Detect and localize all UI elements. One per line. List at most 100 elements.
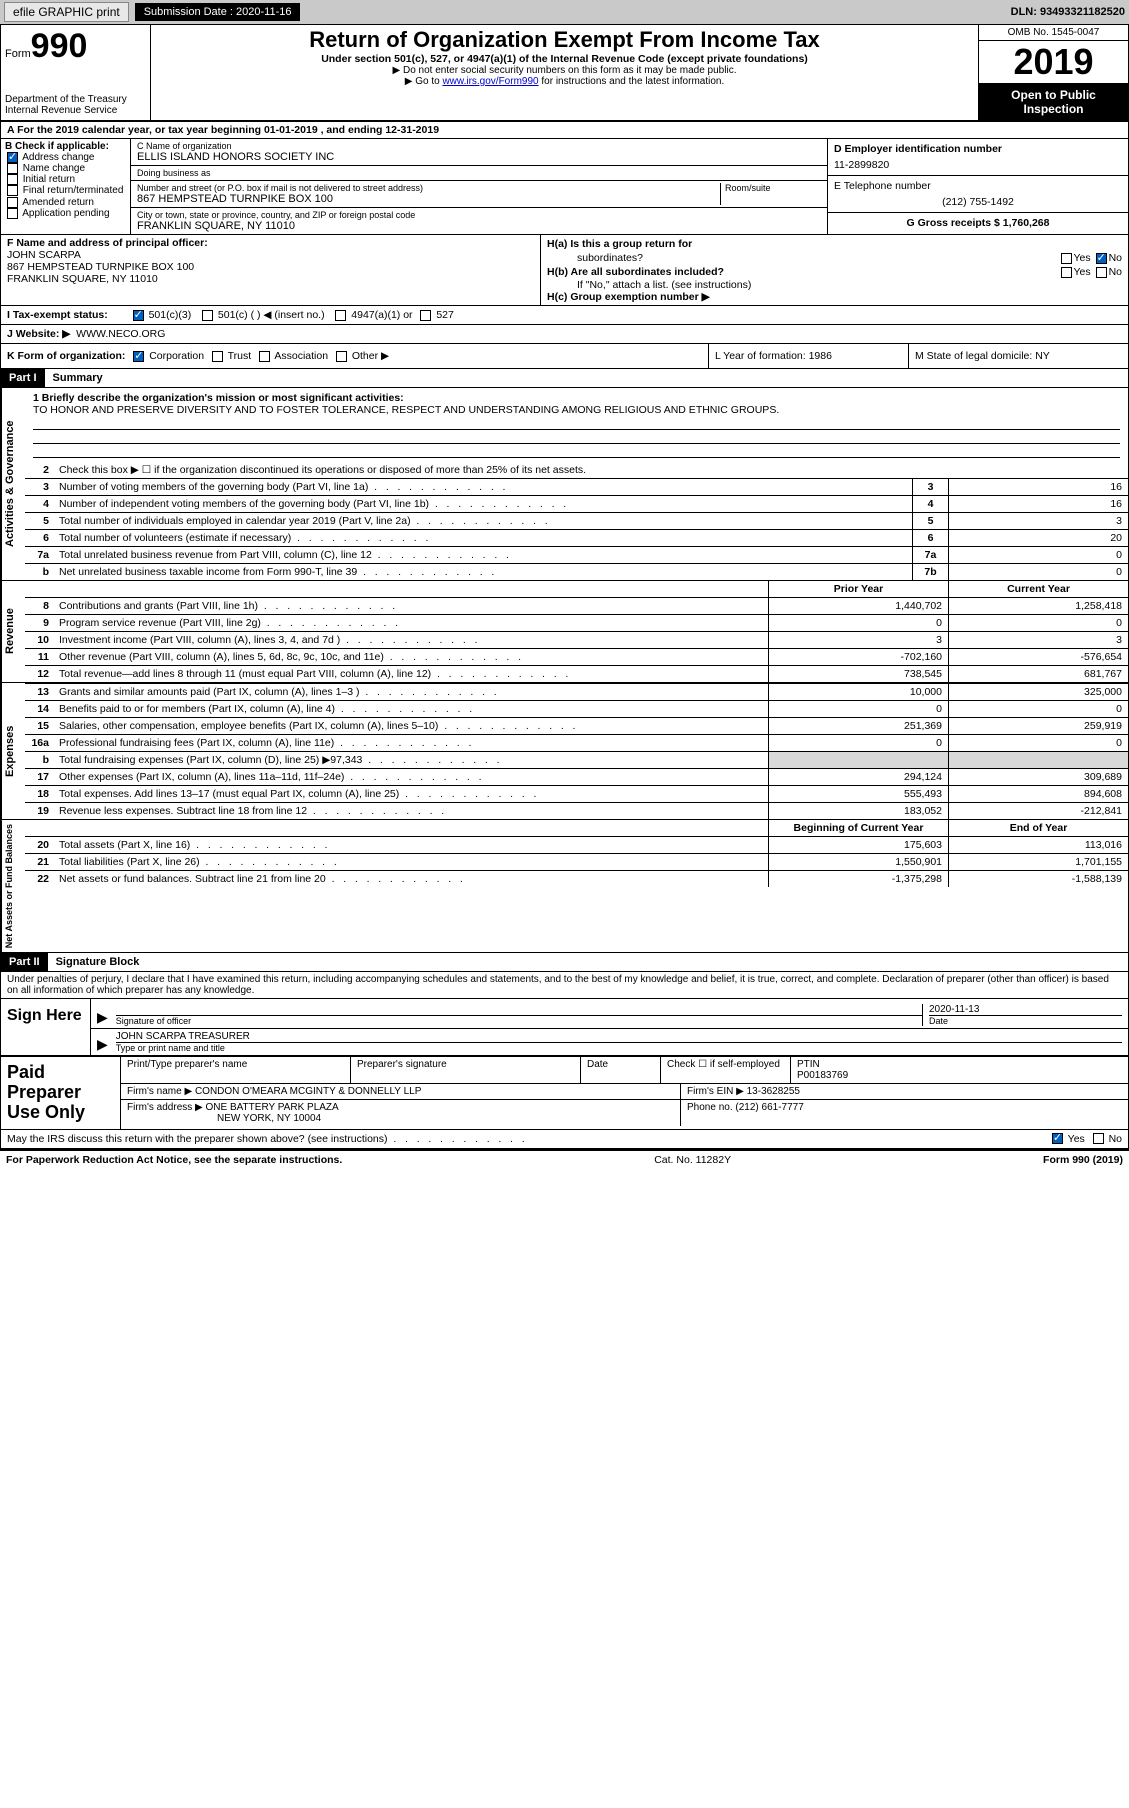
phone: (212) 755-1492 (834, 196, 1122, 208)
arrow-icon: ▶ (97, 1036, 108, 1053)
dba-hdr: Doing business as (137, 168, 821, 178)
boy-hdr: Beginning of Current Year (768, 820, 948, 836)
q2: Check this box ▶ ☐ if the organization d… (55, 462, 1128, 478)
row-i: I Tax-exempt status: 501(c)(3) 501(c) ( … (1, 306, 1128, 325)
firm-addr-lbl: Firm's address ▶ (127, 1102, 203, 1113)
form-subtitle: Under section 501(c), 527, or 4947(a)(1)… (157, 53, 972, 65)
table-row: 17Other expenses (Part IX, column (A), l… (25, 768, 1128, 785)
i-4947[interactable] (335, 310, 346, 321)
ha-no[interactable] (1096, 253, 1107, 264)
k-corp[interactable] (133, 351, 144, 362)
k-label: K Form of organization: (7, 350, 125, 362)
table-row: 4Number of independent voting members of… (25, 495, 1128, 512)
topbar: efile GRAPHIC print Submission Date : 20… (0, 0, 1129, 24)
colb-checkbox[interactable] (7, 197, 18, 208)
prior-year-hdr: Prior Year (768, 581, 948, 597)
submission-date: Submission Date : 2020-11-16 (135, 3, 301, 21)
col-b-header: B Check if applicable: (5, 141, 126, 152)
ha-label: H(a) Is this a group return for (547, 238, 692, 250)
sig-date: 2020-11-13 (929, 1004, 1122, 1015)
paid-preparer-label: Paid Preparer Use Only (1, 1057, 121, 1128)
row-f-h: F Name and address of principal officer:… (1, 235, 1128, 306)
i-opt-0: 501(c)(3) (149, 309, 192, 321)
col-c: C Name of organization ELLIS ISLAND HONO… (131, 139, 828, 234)
form-title: Return of Organization Exempt From Incom… (157, 27, 972, 53)
website: WWW.NECO.ORG (76, 328, 165, 340)
j-label: J Website: ▶ (7, 328, 70, 340)
colb-item: Amended return (5, 197, 126, 208)
i-opt-2: 4947(a)(1) or (351, 309, 412, 321)
colb-item: Address change (5, 152, 126, 163)
efile-label: efile GRAPHIC print (4, 2, 129, 22)
sig-officer-lbl: Signature of officer (116, 1015, 922, 1026)
firm-name: CONDON O'MEARA MCGINTY & DONNELLY LLP (195, 1086, 421, 1097)
tax-year: 2019 (979, 41, 1128, 84)
discuss-yes[interactable] (1052, 1133, 1063, 1144)
ha-yes[interactable] (1061, 253, 1072, 264)
irs-link[interactable]: www.irs.gov/Form990 (442, 76, 538, 87)
table-row: 21Total liabilities (Part X, line 26)1,5… (25, 853, 1128, 870)
hb-no[interactable] (1096, 267, 1107, 278)
colb-checkbox[interactable] (7, 185, 18, 196)
part2-title: Signature Block (48, 953, 148, 971)
firm-ein: 13-3628255 (747, 1086, 800, 1097)
footer-left: For Paperwork Reduction Act Notice, see … (6, 1154, 342, 1166)
curr-year-hdr: Current Year (948, 581, 1128, 597)
firm-addr2: NEW YORK, NY 10004 (127, 1113, 321, 1124)
colb-item: Initial return (5, 174, 126, 185)
k-trust[interactable] (212, 351, 223, 362)
i-501c[interactable] (202, 310, 213, 321)
table-row: bNet unrelated business taxable income f… (25, 563, 1128, 580)
side-na: Net Assets or Fund Balances (1, 820, 25, 952)
tax-period: A For the 2019 calendar year, or tax yea… (1, 122, 1128, 139)
part1-hdr: Part I (1, 369, 45, 387)
header-right: OMB No. 1545-0047 2019 Open to Public In… (978, 25, 1128, 120)
i-527[interactable] (420, 310, 431, 321)
principal-officer: F Name and address of principal officer:… (1, 235, 541, 305)
side-exp: Expenses (1, 683, 25, 819)
table-row: 22Net assets or fund balances. Subtract … (25, 870, 1128, 887)
table-row: 16aProfessional fundraising fees (Part I… (25, 734, 1128, 751)
firm-addr1: ONE BATTERY PARK PLAZA (206, 1102, 339, 1113)
city: FRANKLIN SQUARE, NY 11010 (137, 220, 821, 232)
row-j: J Website: ▶ WWW.NECO.ORG (1, 325, 1128, 344)
hb-yes[interactable] (1061, 267, 1072, 278)
colb-checkbox[interactable] (7, 163, 18, 174)
i-opt-1: 501(c) ( ) ◀ (insert no.) (218, 309, 325, 321)
table-row: 10Investment income (Part VIII, column (… (25, 631, 1128, 648)
col-de: D Employer identification number 11-2899… (828, 139, 1128, 234)
part1-ag: Activities & Governance 1 Briefly descri… (1, 388, 1128, 581)
i-501c3[interactable] (133, 310, 144, 321)
table-row: 20Total assets (Part X, line 16)175,6031… (25, 836, 1128, 853)
no-label: No (1109, 1133, 1122, 1145)
prep-h1: Print/Type preparer's name (121, 1057, 351, 1083)
colb-checkbox[interactable] (7, 174, 18, 185)
officer-lbl: Type or print name and title (116, 1042, 1122, 1053)
date-lbl: Date (929, 1015, 1122, 1026)
part2-hdr: Part II (1, 953, 48, 971)
addr-hdr: Number and street (or P.O. box if mail i… (137, 183, 716, 193)
firm-phone-lbl: Phone no. (687, 1102, 733, 1113)
i-opt-3: 527 (436, 309, 454, 321)
form-number: 990 (31, 27, 88, 65)
table-row: 18Total expenses. Add lines 13–17 (must … (25, 785, 1128, 802)
k-other[interactable] (336, 351, 347, 362)
k-opt-0: Corporation (149, 350, 204, 362)
l-year: L Year of formation: 1986 (708, 344, 908, 368)
block-b-to-g: B Check if applicable: Address change Na… (1, 139, 1128, 235)
k-assoc[interactable] (259, 351, 270, 362)
colb-item: Final return/terminated (5, 185, 126, 196)
firm-ein-lbl: Firm's EIN ▶ (687, 1086, 744, 1097)
discuss-no[interactable] (1093, 1133, 1104, 1144)
signature-declaration: Under penalties of perjury, I declare th… (1, 972, 1128, 998)
org-name: ELLIS ISLAND HONORS SOCIETY INC (137, 151, 821, 163)
colb-checkbox[interactable] (7, 208, 18, 219)
side-ag: Activities & Governance (1, 388, 25, 580)
table-row: 7aTotal unrelated business revenue from … (25, 546, 1128, 563)
colb-checkbox[interactable] (7, 152, 18, 163)
part2-header-row: Part II Signature Block (1, 953, 1128, 972)
header-left: Form990 Department of the Treasury Inter… (1, 25, 151, 120)
ein: 11-2899820 (834, 159, 1122, 171)
table-row: 11Other revenue (Part VIII, column (A), … (25, 648, 1128, 665)
dept-treasury: Department of the Treasury Internal Reve… (5, 94, 146, 116)
